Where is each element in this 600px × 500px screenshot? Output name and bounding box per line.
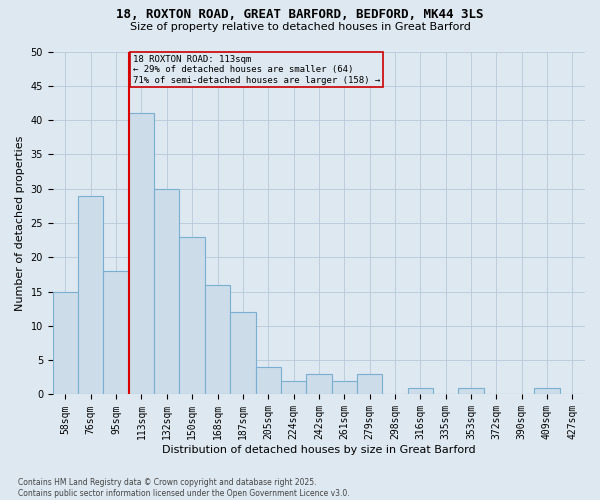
Bar	[179, 236, 205, 394]
Text: Contains HM Land Registry data © Crown copyright and database right 2025.
Contai: Contains HM Land Registry data © Crown c…	[18, 478, 350, 498]
Bar	[103, 271, 129, 394]
Bar	[535, 388, 560, 394]
Bar	[205, 284, 230, 395]
Bar	[357, 374, 382, 394]
Bar	[306, 374, 332, 394]
Text: 18 ROXTON ROAD: 113sqm
← 29% of detached houses are smaller (64)
71% of semi-det: 18 ROXTON ROAD: 113sqm ← 29% of detached…	[133, 55, 380, 84]
Text: 18, ROXTON ROAD, GREAT BARFORD, BEDFORD, MK44 3LS: 18, ROXTON ROAD, GREAT BARFORD, BEDFORD,…	[116, 8, 484, 20]
Text: Size of property relative to detached houses in Great Barford: Size of property relative to detached ho…	[130, 22, 470, 32]
Bar	[230, 312, 256, 394]
Bar	[407, 388, 433, 394]
Bar	[53, 292, 78, 395]
Bar	[256, 367, 281, 394]
Bar	[281, 381, 306, 394]
Bar	[78, 196, 103, 394]
Y-axis label: Number of detached properties: Number of detached properties	[15, 136, 25, 310]
Bar	[154, 188, 179, 394]
Bar	[129, 113, 154, 394]
Bar	[332, 381, 357, 394]
Bar	[458, 388, 484, 394]
X-axis label: Distribution of detached houses by size in Great Barford: Distribution of detached houses by size …	[162, 445, 476, 455]
